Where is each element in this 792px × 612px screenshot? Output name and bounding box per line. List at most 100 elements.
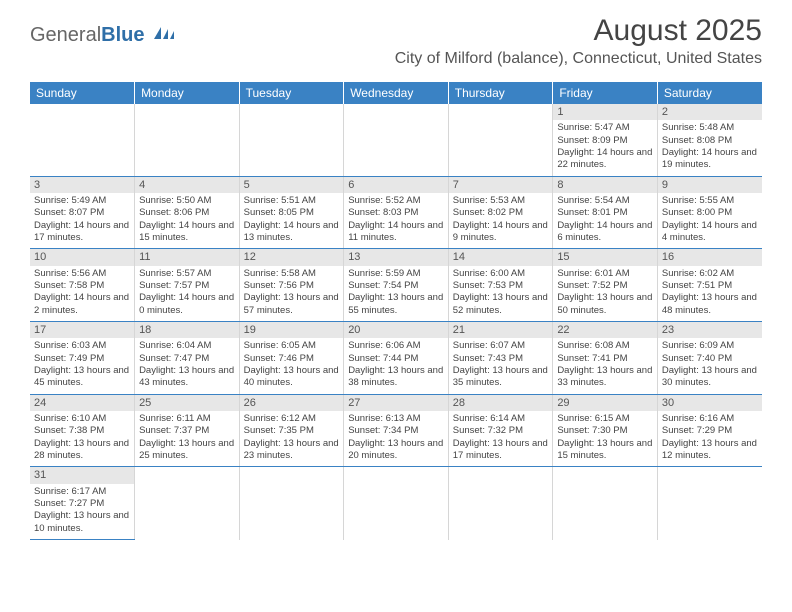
- sunrise-line: Sunrise: 6:14 AM: [453, 413, 549, 425]
- day-number: 7: [449, 177, 553, 193]
- sunset-line: Sunset: 7:46 PM: [244, 353, 340, 365]
- day-number: 16: [658, 249, 762, 265]
- daylight-line: Daylight: 14 hours and 19 minutes.: [662, 147, 758, 172]
- calendar-day: 14Sunrise: 6:00 AMSunset: 7:53 PMDayligh…: [448, 249, 553, 322]
- calendar-day: 16Sunrise: 6:02 AMSunset: 7:51 PMDayligh…: [657, 249, 762, 322]
- brand-part1: General: [30, 24, 101, 46]
- sunset-line: Sunset: 7:44 PM: [348, 353, 444, 365]
- daylight-line: Daylight: 14 hours and 6 minutes.: [557, 220, 653, 245]
- calendar-day: [657, 467, 762, 540]
- day-header: Friday: [553, 82, 658, 104]
- calendar-day: 13Sunrise: 5:59 AMSunset: 7:54 PMDayligh…: [344, 249, 449, 322]
- daylight-line: Daylight: 13 hours and 45 minutes.: [34, 365, 130, 390]
- sunset-line: Sunset: 7:56 PM: [244, 280, 340, 292]
- location-subtitle: City of Milford (balance), Connecticut, …: [395, 50, 762, 68]
- sunset-line: Sunset: 8:02 PM: [453, 207, 549, 219]
- day-details: Sunrise: 5:55 AMSunset: 8:00 PMDaylight:…: [662, 195, 758, 244]
- calendar-day: 11Sunrise: 5:57 AMSunset: 7:57 PMDayligh…: [135, 249, 240, 322]
- day-number: 27: [344, 395, 448, 411]
- day-number: 30: [658, 395, 762, 411]
- daylight-line: Daylight: 13 hours and 28 minutes.: [34, 438, 130, 463]
- sunrise-line: Sunrise: 6:03 AM: [34, 340, 130, 352]
- calendar: SundayMondayTuesdayWednesdayThursdayFrid…: [30, 82, 762, 540]
- daylight-line: Daylight: 14 hours and 17 minutes.: [34, 220, 130, 245]
- day-details: Sunrise: 6:01 AMSunset: 7:52 PMDaylight:…: [557, 268, 653, 317]
- calendar-day: 8Sunrise: 5:54 AMSunset: 8:01 PMDaylight…: [553, 176, 658, 249]
- sunset-line: Sunset: 7:35 PM: [244, 425, 340, 437]
- daylight-line: Daylight: 13 hours and 43 minutes.: [139, 365, 235, 390]
- sunset-line: Sunset: 7:34 PM: [348, 425, 444, 437]
- daylight-line: Daylight: 14 hours and 11 minutes.: [348, 220, 444, 245]
- calendar-day: 6 Sunrise: 5:52 AMSunset: 8:03 PMDaylight…: [344, 176, 449, 249]
- daylight-line: Daylight: 14 hours and 22 minutes.: [557, 147, 653, 172]
- calendar-week: 3Sunrise: 5:49 AMSunset: 8:07 PMDaylight…: [30, 176, 762, 249]
- day-number: 19: [240, 322, 344, 338]
- daylight-line: Daylight: 13 hours and 57 minutes.: [244, 292, 340, 317]
- calendar-body: 1Sunrise: 5:47 AMSunset: 8:09 PMDaylight…: [30, 104, 762, 540]
- sunrise-line: Sunrise: 5:51 AM: [244, 195, 340, 207]
- day-number: 4: [135, 177, 239, 193]
- day-number: 6: [344, 177, 448, 193]
- title-block: August 2025 City of Milford (balance), C…: [395, 14, 762, 68]
- day-details: Sunrise: 5:51 AMSunset: 8:05 PMDaylight:…: [244, 195, 340, 244]
- calendar-day: [30, 104, 135, 176]
- sunrise-line: Sunrise: 5:50 AM: [139, 195, 235, 207]
- sunrise-line: Sunrise: 6:01 AM: [557, 268, 653, 280]
- day-details: Sunrise: 6:05 AMSunset: 7:46 PMDaylight:…: [244, 340, 340, 389]
- calendar-day: 2Sunrise: 5:48 AMSunset: 8:08 PMDaylight…: [657, 104, 762, 176]
- day-number: 15: [553, 249, 657, 265]
- sunset-line: Sunset: 7:37 PM: [139, 425, 235, 437]
- calendar-week: 24 Sunrise: 6:10 AMSunset: 7:38 PMDayligh…: [30, 394, 762, 467]
- sunrise-line: Sunrise: 6:04 AM: [139, 340, 235, 352]
- daylight-line: Daylight: 14 hours and 13 minutes.: [244, 220, 340, 245]
- calendar-day: 12Sunrise: 5:58 AMSunset: 7:56 PMDayligh…: [239, 249, 344, 322]
- calendar-day: 21Sunrise: 6:07 AMSunset: 7:43 PMDayligh…: [448, 322, 553, 395]
- sunrise-line: Sunrise: 5:48 AM: [662, 122, 758, 134]
- day-details: Sunrise: 6:03 AMSunset: 7:49 PMDaylight:…: [34, 340, 130, 389]
- sunrise-line: Sunrise: 6:10 AM: [34, 413, 130, 425]
- sunrise-line: Sunrise: 5:47 AM: [557, 122, 653, 134]
- sunrise-line: Sunrise: 5:54 AM: [557, 195, 653, 207]
- day-number: 23: [658, 322, 762, 338]
- calendar-day: [553, 467, 658, 540]
- sunrise-line: Sunrise: 6:13 AM: [348, 413, 444, 425]
- sunrise-line: Sunrise: 5:55 AM: [662, 195, 758, 207]
- daylight-line: Daylight: 13 hours and 40 minutes.: [244, 365, 340, 390]
- day-details: Sunrise: 6:12 AMSunset: 7:35 PMDaylight:…: [244, 413, 340, 462]
- day-details: Sunrise: 6:11 AMSunset: 7:37 PMDaylight:…: [139, 413, 235, 462]
- day-number: 21: [449, 322, 553, 338]
- day-details: Sunrise: 6:06 AMSunset: 7:44 PMDaylight:…: [348, 340, 444, 389]
- day-number: 24: [30, 395, 134, 411]
- day-details: Sunrise: 6:10 AMSunset: 7:38 PMDaylight:…: [34, 413, 130, 462]
- sunrise-line: Sunrise: 5:52 AM: [348, 195, 444, 207]
- sunset-line: Sunset: 8:09 PM: [557, 135, 653, 147]
- sunrise-line: Sunrise: 6:11 AM: [139, 413, 235, 425]
- calendar-day: 28Sunrise: 6:14 AMSunset: 7:32 PMDayligh…: [448, 394, 553, 467]
- day-header: Wednesday: [344, 82, 449, 104]
- day-details: Sunrise: 5:56 AMSunset: 7:58 PMDaylight:…: [34, 268, 130, 317]
- day-number: 3: [30, 177, 134, 193]
- day-number: 1: [553, 104, 657, 120]
- day-number: 17: [30, 322, 134, 338]
- calendar-day: 19 Sunrise: 6:05 AMSunset: 7:46 PMDayligh…: [239, 322, 344, 395]
- sunset-line: Sunset: 8:05 PM: [244, 207, 340, 219]
- day-details: Sunrise: 5:52 AMSunset: 8:03 PMDaylight:…: [348, 195, 444, 244]
- sunset-line: Sunset: 8:06 PM: [139, 207, 235, 219]
- sunset-line: Sunset: 7:47 PM: [139, 353, 235, 365]
- day-number: 2: [658, 104, 762, 120]
- day-details: Sunrise: 5:54 AMSunset: 8:01 PMDaylight:…: [557, 195, 653, 244]
- sunrise-line: Sunrise: 5:56 AM: [34, 268, 130, 280]
- sunset-line: Sunset: 7:30 PM: [557, 425, 653, 437]
- sunset-line: Sunset: 8:07 PM: [34, 207, 130, 219]
- day-number: 10: [30, 249, 134, 265]
- calendar-day: [344, 467, 449, 540]
- calendar-day: 30Sunrise: 6:16 AMSunset: 7:29 PMDayligh…: [657, 394, 762, 467]
- sunrise-line: Sunrise: 6:12 AM: [244, 413, 340, 425]
- day-details: Sunrise: 5:59 AMSunset: 7:54 PMDaylight:…: [348, 268, 444, 317]
- sunset-line: Sunset: 7:40 PM: [662, 353, 758, 365]
- daylight-line: Daylight: 14 hours and 9 minutes.: [453, 220, 549, 245]
- sunrise-line: Sunrise: 5:49 AM: [34, 195, 130, 207]
- sunrise-line: Sunrise: 6:05 AM: [244, 340, 340, 352]
- sunrise-line: Sunrise: 5:58 AM: [244, 268, 340, 280]
- day-header: Thursday: [448, 82, 553, 104]
